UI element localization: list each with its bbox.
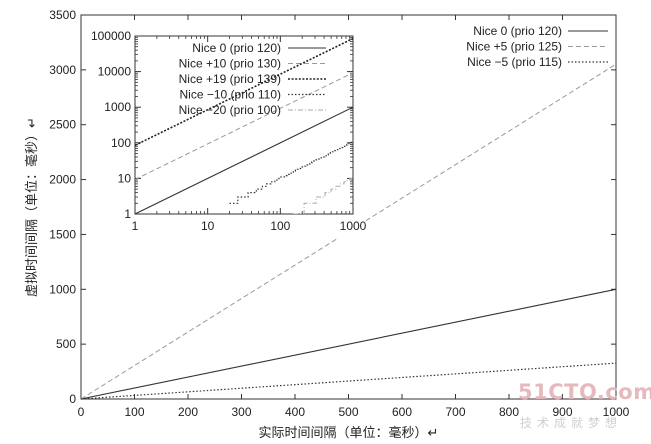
main-legend-label: Nice 0 (prio 120) <box>473 24 562 38</box>
inset-y-tick-label: 10000 <box>98 65 132 79</box>
inset-x-tick-label: 10 <box>201 219 215 233</box>
inset-y-tick-label: 1000 <box>104 100 131 114</box>
inset-background <box>119 30 365 238</box>
x-tick-label: 1000 <box>603 405 630 419</box>
watermark-brand: 51CTO.com <box>518 380 651 404</box>
inset-legend-label: Nice +10 (prio 130) <box>179 57 281 71</box>
inset-x-tick-label: 100 <box>270 219 290 233</box>
inset-legend-label: Nice −10 (prio 110) <box>180 88 282 102</box>
x-tick-label: 400 <box>285 405 305 419</box>
y-tick-label: 2500 <box>49 118 76 132</box>
inset-series-line <box>293 176 353 214</box>
y-axis-label: 虚拟时间间隔（单位：毫秒）↵ <box>24 117 39 297</box>
y-tick-label: 3000 <box>49 63 76 77</box>
x-axis-label: 实际时间间隔（单位：毫秒）↵ <box>259 425 439 440</box>
inset-x-tick-label: 1 <box>132 219 139 233</box>
main-legend-label: Nice −5 (prio 115) <box>467 55 562 69</box>
inset-legend-label: Nice −20 (prio 100) <box>179 103 281 117</box>
inset-legend-label: Nice 0 (prio 120) <box>192 41 281 55</box>
y-tick-label: 3500 <box>49 8 76 22</box>
x-tick-label: 900 <box>552 405 572 419</box>
x-tick-label: 100 <box>124 405 144 419</box>
watermark-subtitle: 技术成就梦想 <box>520 416 623 430</box>
y-tick-label: 1000 <box>49 282 76 296</box>
inset-series-line <box>135 106 353 214</box>
inset-series-line <box>135 37 353 147</box>
x-tick-label: 200 <box>178 405 198 419</box>
inset-y-tick-label: 1 <box>124 207 131 221</box>
y-tick-label: 1500 <box>49 227 76 241</box>
y-tick-label: 500 <box>56 337 76 351</box>
inset-series-line <box>135 72 353 180</box>
inset-y-tick-label: 100 <box>111 136 131 150</box>
x-tick-label: 800 <box>499 405 519 419</box>
x-tick-label: 500 <box>338 405 358 419</box>
x-tick-label: 300 <box>231 405 251 419</box>
inset-legend-label: Nice +19 (prio 139) <box>179 72 281 86</box>
main-legend-label: Nice +5 (prio 125) <box>466 40 562 54</box>
inset-plot: 1 10 100 1000 1 10 100 1000 10000 100000 Nice 0 (p… <box>91 29 367 238</box>
x-tick-label: 0 <box>78 405 85 419</box>
inset-x-tick-label: 1000 <box>340 219 367 233</box>
inset-y-tick-label: 100000 <box>91 29 131 43</box>
main-plot: 0 100 200 300 400 500 600 700 800 900 100005001000… <box>24 8 630 440</box>
y-tick-label: 0 <box>69 392 76 406</box>
watermark: 51CTO.com 技术成就梦想 <box>512 380 651 440</box>
inset-frame <box>134 35 354 215</box>
inset-series-line <box>229 141 353 204</box>
y-tick-label: 2000 <box>49 173 76 187</box>
x-tick-label: 700 <box>445 405 465 419</box>
x-tick-label: 600 <box>392 405 412 419</box>
main-series-line <box>80 288 617 400</box>
inset-y-tick-label: 10 <box>118 171 132 185</box>
